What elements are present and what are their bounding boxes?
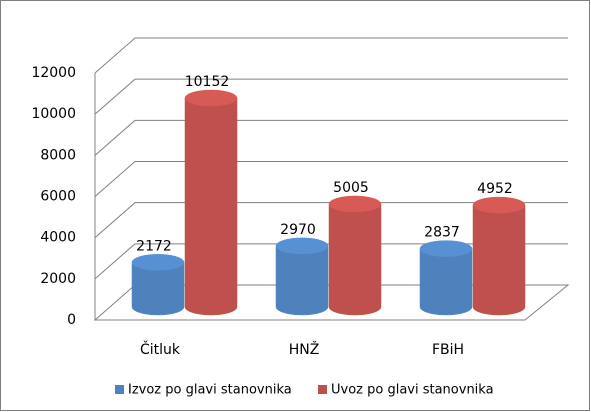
grid-line [94, 161, 568, 197]
legend-swatch [115, 385, 124, 394]
x-tick-label: Čitluk [140, 340, 181, 358]
value-label: 5005 [333, 180, 369, 196]
bar [419, 248, 473, 316]
y-tick-label: 0 [67, 312, 76, 328]
y-tick-label: 4000 [40, 230, 76, 246]
bar [472, 204, 526, 316]
grid-line [94, 202, 568, 239]
bar [131, 262, 185, 316]
value-label: 4952 [477, 181, 513, 197]
value-label: 2970 [280, 222, 316, 238]
bar-top [184, 89, 238, 107]
x-tick-label: FBiH [432, 342, 464, 358]
x-tick-label: HNŽ [289, 340, 320, 358]
grid-line [94, 119, 568, 156]
legend-label: Izvoz po glavi stanovnika [128, 383, 292, 398]
y-tick-label: 12000 [31, 65, 76, 81]
bar-top [328, 195, 382, 213]
bar-top [472, 196, 526, 214]
y-tick-label: 2000 [40, 271, 76, 287]
bar-top [275, 237, 329, 255]
value-label: 10152 [185, 74, 230, 90]
bar-top [131, 254, 185, 271]
floor [93, 284, 570, 321]
value-label: 2172 [136, 238, 172, 254]
y-tick-label: 8000 [40, 147, 76, 163]
grid-line [94, 78, 568, 115]
value-label: 2837 [424, 225, 460, 241]
y-tick-label: 6000 [40, 189, 76, 205]
y-tick-label: 10000 [31, 106, 76, 122]
legend-label: Uvoz po glavi stanovnika [331, 383, 494, 398]
bar [328, 203, 382, 316]
legend-swatch [318, 385, 327, 394]
bar [184, 97, 238, 316]
grid-line [94, 37, 568, 74]
grid-line [94, 243, 568, 280]
bar [275, 245, 329, 316]
bar-top [419, 240, 473, 257]
